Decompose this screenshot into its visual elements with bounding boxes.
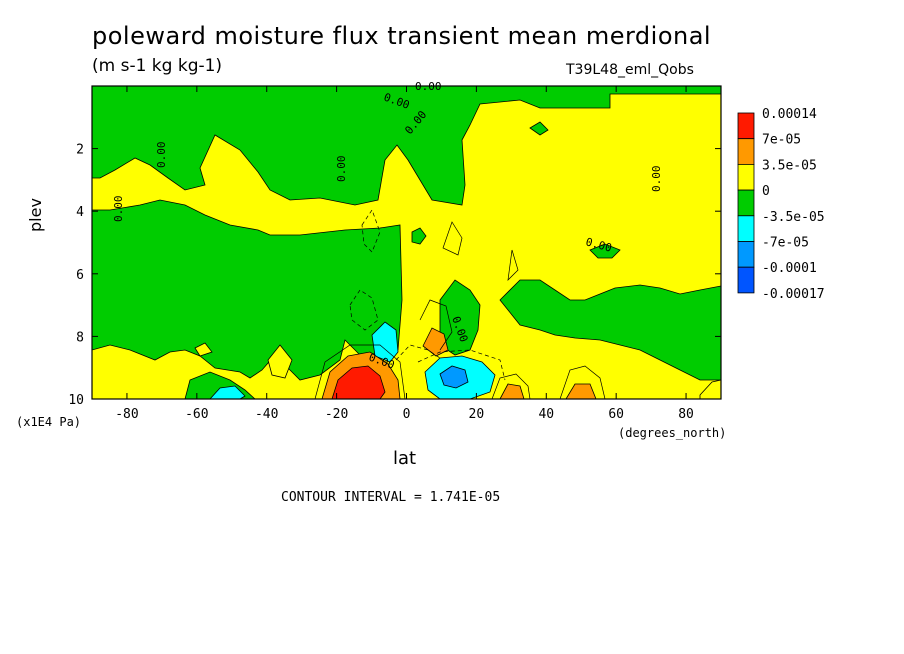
field-blue-core bbox=[439, 365, 469, 389]
colorbar-label: -7e-05 bbox=[762, 236, 809, 251]
field-orange-lobe-3 bbox=[565, 383, 597, 399]
negative-contours bbox=[349, 209, 506, 381]
colorbar-label: 3.5e-05 bbox=[762, 158, 817, 173]
field-green-left bbox=[92, 199, 403, 381]
colorbar-swatch bbox=[737, 215, 755, 242]
contour-fill bbox=[92, 86, 721, 399]
x-tick-label: 80 bbox=[678, 407, 694, 422]
field-orange-lobe-2 bbox=[499, 383, 525, 399]
colorbar-label: 0 bbox=[762, 184, 770, 199]
colorbar-label: 7e-05 bbox=[762, 133, 801, 148]
chart-units: (m s-1 kg kg-1) bbox=[92, 56, 223, 76]
x-tick-label: 0 bbox=[403, 407, 411, 422]
contour-label: 0.00 bbox=[415, 80, 442, 93]
field-cyan-left bbox=[209, 385, 246, 399]
colorbar: 0.00014 7e-05 3.5e-05 0 -3.5e-05 -7e-05 -0.000… bbox=[737, 107, 825, 302]
x-axis-label: lat bbox=[393, 448, 417, 469]
colorbar-swatch bbox=[737, 241, 755, 268]
field-yellow-island-2 bbox=[267, 344, 293, 379]
contour-label: 0.00 bbox=[155, 142, 168, 169]
run-label: T39L48_eml_Qobs bbox=[566, 62, 694, 78]
colorbar-swatch bbox=[737, 112, 755, 140]
contour-interval: CONTOUR INTERVAL = 1.741E-05 bbox=[281, 490, 501, 505]
y-tick-label: 6 bbox=[76, 268, 84, 283]
x-tick-label: 60 bbox=[608, 407, 624, 422]
chart-title: poleward moisture flux transient mean me… bbox=[92, 22, 712, 50]
colorbar-swatch bbox=[737, 138, 755, 165]
colorbar-swatch bbox=[737, 163, 755, 191]
colorbar-swatch bbox=[737, 266, 755, 294]
colorbar-label: -0.0001 bbox=[762, 261, 817, 276]
axes: -80 -60 -40 -20 0 20 40 60 80 2 4 6 8 10 bbox=[68, 86, 721, 422]
field-green-small-2 bbox=[411, 227, 427, 245]
colorbar-label: -3.5e-05 bbox=[762, 210, 825, 225]
field-orange-lobe-1 bbox=[422, 327, 449, 357]
x-unit-label: (degrees_north) bbox=[618, 426, 727, 440]
y-tick-label: 8 bbox=[76, 330, 84, 345]
contour-label: 0.00 bbox=[650, 166, 663, 193]
field-yellow-island-3 bbox=[699, 379, 721, 399]
contour-label: 0.00 bbox=[335, 156, 348, 183]
colorbar-label: -0.00017 bbox=[762, 287, 825, 302]
field-green-small-1 bbox=[529, 121, 549, 136]
field-green-upper bbox=[92, 86, 721, 206]
positive-contours bbox=[314, 221, 606, 399]
x-tick-label: 20 bbox=[469, 407, 485, 422]
field-yellow-island-1 bbox=[194, 342, 213, 357]
x-tick-label: -20 bbox=[325, 407, 348, 422]
field-green-right bbox=[499, 279, 721, 381]
x-tick-label: -80 bbox=[115, 407, 138, 422]
field-green-east-blob bbox=[589, 243, 621, 259]
colorbar-label: 0.00014 bbox=[762, 107, 817, 122]
field-red-core bbox=[331, 365, 386, 399]
x-tick-label: -40 bbox=[255, 407, 278, 422]
y-tick-label: 4 bbox=[76, 205, 84, 220]
y-tick-label: 2 bbox=[76, 143, 84, 158]
y-tick-label: 10 bbox=[68, 393, 84, 408]
x-tick-label: -60 bbox=[185, 407, 208, 422]
y-unit-label: (x1E4 Pa) bbox=[16, 415, 82, 429]
contour-label: 0.00 bbox=[112, 196, 125, 223]
colorbar-swatch bbox=[737, 189, 755, 217]
x-tick-label: 40 bbox=[538, 407, 554, 422]
